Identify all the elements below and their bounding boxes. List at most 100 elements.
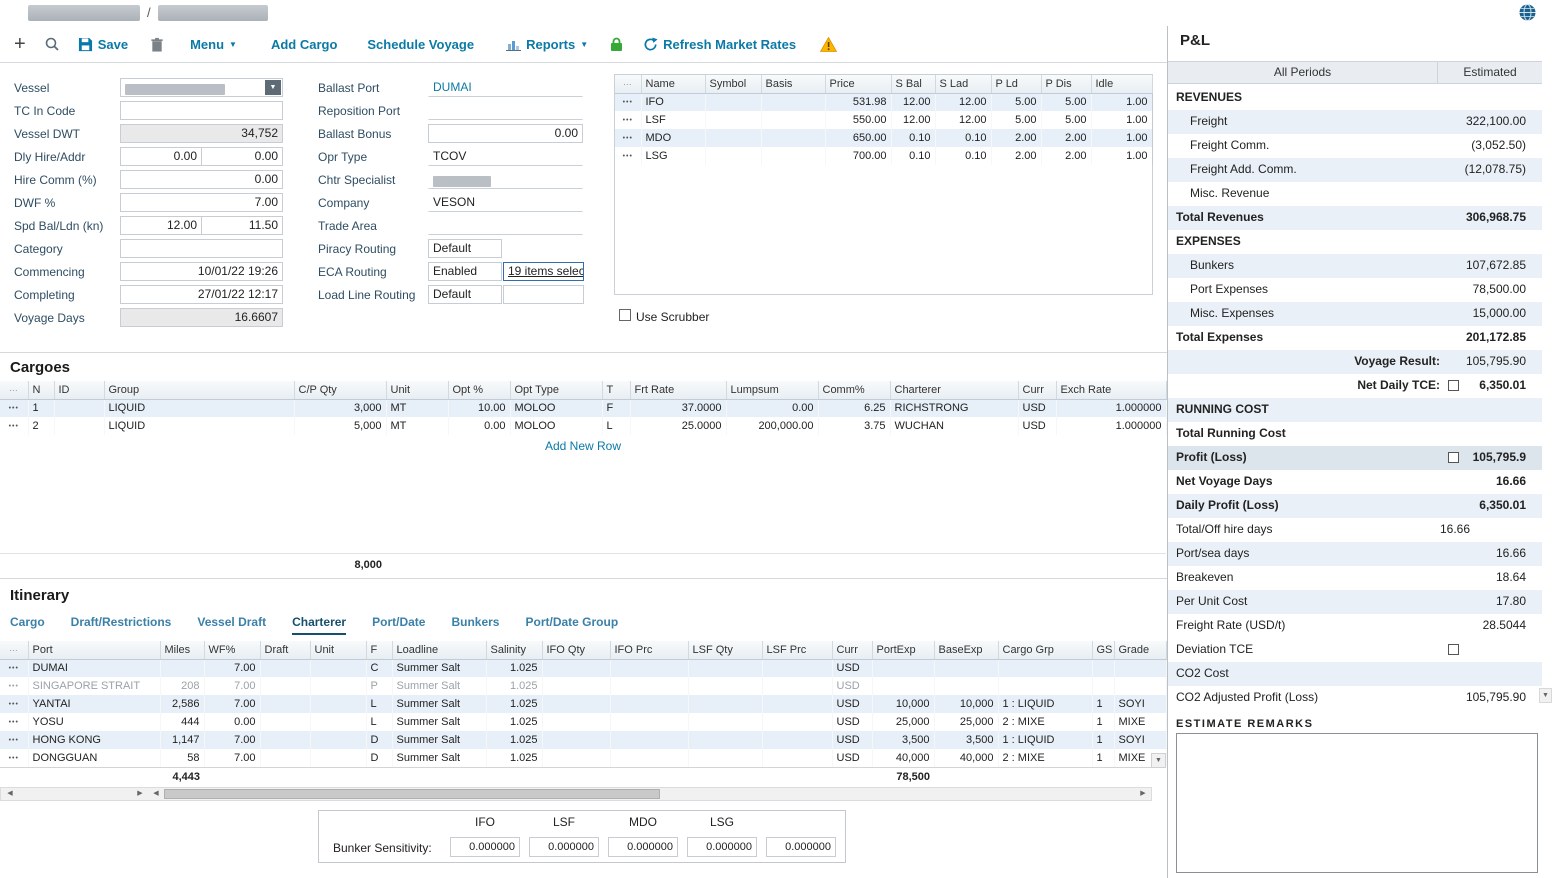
profit-loss-checkbox[interactable]	[1448, 452, 1459, 463]
estimate-remarks-input[interactable]	[1176, 733, 1538, 873]
eca-routing-field[interactable]: Enabled	[428, 262, 502, 281]
spd-bal-field[interactable]: 12.00	[120, 216, 202, 235]
company-field[interactable]: VESON	[428, 193, 583, 212]
pnl-row-total-revenues: Total Revenues306,968.75	[1168, 206, 1542, 230]
row-menu-icon[interactable]: •••	[615, 111, 641, 129]
ballast-bonus-label: Ballast Bonus	[318, 127, 391, 141]
itinerary-table: ... Port Miles WF% Draft Unit F Loadline…	[0, 641, 1167, 767]
globe-icon[interactable]	[1519, 4, 1536, 24]
tab-vessel-draft[interactable]: Vessel Draft	[197, 615, 266, 635]
sensitivity-value-field[interactable]: 0.000000	[450, 837, 520, 857]
row-menu-icon[interactable]: •••	[0, 713, 28, 731]
opr-type-label: Opr Type	[318, 150, 367, 164]
tab-port-date[interactable]: Port/Date	[372, 615, 425, 635]
add-new-row-link[interactable]: Add New Row	[0, 439, 1166, 453]
dly-hire-field[interactable]: 0.00	[120, 147, 202, 166]
row-menu-icon[interactable]: •••	[0, 417, 28, 435]
tab-bunkers[interactable]: Bunkers	[451, 615, 499, 635]
category-label: Category	[14, 242, 63, 256]
save-button[interactable]: Save	[78, 37, 128, 52]
scrollbar-thumb[interactable]	[164, 789, 660, 799]
menu-button[interactable]: Menu▼	[190, 37, 237, 52]
chtr-specialist-field[interactable]	[428, 170, 583, 189]
scroll-left-icon[interactable]: ◀	[3, 788, 17, 800]
row-menu-icon[interactable]: •••	[0, 749, 28, 767]
tab-cargo[interactable]: Cargo	[10, 615, 45, 635]
scroll-right-icon[interactable]: ▶	[133, 788, 147, 800]
tab-charterer[interactable]: Charterer	[292, 615, 346, 635]
all-periods-header[interactable]: All Periods	[1168, 62, 1438, 83]
save-icon	[78, 37, 93, 52]
total-miles: 4,443	[160, 771, 200, 783]
itinerary-row: ••• DONGGUAN 58 7.00 D Summer Salt 1.025	[0, 749, 1166, 767]
vessel-dwt-label: Vessel DWT	[14, 127, 80, 141]
ballast-bonus-field[interactable]: 0.00	[428, 124, 583, 143]
opr-type-field[interactable]: TCOV	[428, 147, 583, 166]
row-menu-icon[interactable]: •••	[0, 731, 28, 749]
row-menu-icon[interactable]: •••	[0, 659, 28, 677]
sensitivity-value-field[interactable]: 0.000000	[529, 837, 599, 857]
piracy-routing-field[interactable]: Default	[428, 239, 502, 258]
sensitivity-value-field[interactable]: 0.000000	[766, 837, 836, 857]
eca-routing-label: ECA Routing	[318, 265, 387, 279]
spd-ldn-field[interactable]: 11.50	[201, 216, 283, 235]
load-line-routing-label: Load Line Routing	[318, 288, 415, 302]
commencing-field[interactable]: 10/01/22 19:26	[120, 262, 283, 281]
scroll-right-icon[interactable]: ▶	[1136, 788, 1150, 800]
scroll-left-icon[interactable]: ◀	[149, 788, 163, 800]
use-scrubber-checkbox[interactable]	[619, 309, 631, 321]
scroll-down-icon[interactable]: ▼	[1539, 688, 1552, 703]
lock-icon[interactable]	[610, 37, 623, 52]
sensitivity-value-field[interactable]: 0.000000	[608, 837, 678, 857]
warning-icon[interactable]	[820, 37, 837, 52]
row-menu-icon[interactable]: •••	[615, 129, 641, 147]
load-line-routing-extra-field[interactable]	[503, 285, 584, 304]
row-menu-icon[interactable]: •••	[0, 695, 28, 713]
use-scrubber-label: Use Scrubber	[636, 310, 709, 324]
hire-comm-field[interactable]: 0.00	[120, 170, 283, 189]
sensitivity-col-mdo: MDO	[608, 815, 678, 829]
sensitivity-value-field[interactable]: 0.000000	[687, 837, 757, 857]
tab-port-date-group[interactable]: Port/Date Group	[525, 615, 618, 635]
row-menu-icon[interactable]: •••	[615, 93, 641, 111]
tab-draft-restrictions[interactable]: Draft/Restrictions	[71, 615, 172, 635]
row-menu-icon[interactable]: •••	[0, 677, 28, 695]
chevron-down-icon: ▼	[229, 40, 237, 49]
vessel-select[interactable]: ▼	[120, 78, 283, 97]
itinerary-tabs: Cargo Draft/Restrictions Vessel Draft Ch…	[10, 615, 618, 635]
redacted-estimate-id[interactable]	[28, 5, 140, 21]
category-field[interactable]	[120, 239, 283, 258]
scroll-down-icon[interactable]: ▼	[1151, 753, 1166, 768]
estimated-header[interactable]: Estimated	[1438, 62, 1542, 83]
row-menu-icon[interactable]: •••	[615, 147, 641, 165]
breadcrumb: /	[0, 0, 1552, 26]
net-daily-tce-checkbox[interactable]	[1448, 380, 1459, 391]
table-row: ••• LSF 550.00 12.00 12.00 5.00 5.00 1.0…	[615, 111, 1152, 129]
pnl-row-running-cost: RUNNING COST	[1168, 398, 1542, 422]
load-line-routing-field[interactable]: Default	[428, 285, 502, 304]
pnl-title: P&L	[1180, 32, 1210, 49]
pnl-row-co2-adjusted-profit: CO2 Adjusted Profit (Loss)105,795.90	[1168, 686, 1542, 710]
add-cargo-button[interactable]: Add Cargo	[271, 37, 337, 52]
search-icon[interactable]	[44, 36, 60, 52]
dwf-field[interactable]: 7.00	[120, 193, 283, 212]
reports-button[interactable]: Reports▼	[506, 37, 588, 52]
horizontal-scrollbar[interactable]: ◀ ▶ ◀ ▶	[0, 787, 1152, 801]
delete-icon[interactable]	[150, 37, 164, 52]
row-menu-icon[interactable]: •••	[0, 399, 28, 417]
reposition-port-field[interactable]	[428, 101, 583, 120]
ballast-port-field[interactable]: DUMAI	[428, 78, 583, 97]
tc-in-code-field[interactable]	[120, 101, 283, 120]
new-estimate-button[interactable]: +	[14, 36, 26, 52]
eca-items-field[interactable]: 19 items selec	[503, 262, 584, 281]
trade-area-field[interactable]	[428, 216, 583, 235]
cargoes-total-row: 8,000	[0, 553, 1166, 575]
schedule-voyage-button[interactable]: Schedule Voyage	[367, 37, 474, 52]
refresh-market-rates-button[interactable]: Refresh Market Rates	[643, 37, 796, 52]
redacted-voyage-id[interactable]	[158, 5, 268, 21]
chevron-down-icon[interactable]: ▼	[265, 80, 281, 95]
addr-field[interactable]: 0.00	[201, 147, 283, 166]
completing-field[interactable]: 27/01/22 12:17	[120, 285, 283, 304]
itinerary-section: Itinerary Cargo Draft/Restrictions Vesse…	[0, 578, 1167, 806]
deviation-tce-checkbox[interactable]	[1448, 644, 1459, 655]
